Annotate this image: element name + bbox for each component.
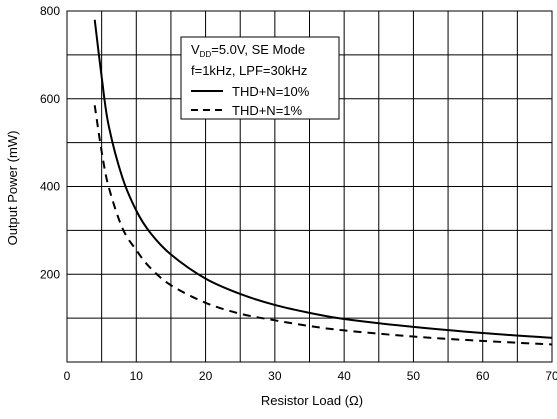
legend-entry-thd10: THD+N=10% xyxy=(232,84,310,99)
legend-condition-2: f=1kHz, LPF=30kHz xyxy=(191,63,307,78)
tick-layer: 0 10 20 30 40 50 60 70 200 400 600 800 xyxy=(40,4,557,383)
legend-condition-1: VDD=5.0V, SE Mode xyxy=(191,42,305,59)
legend-v-subscript: DD xyxy=(200,50,212,59)
x-tick-label: 40 xyxy=(337,369,351,383)
legend: VDD=5.0V, SE Mode f=1kHz, LPF=30kHz THD+… xyxy=(180,36,340,120)
x-tick-label: 10 xyxy=(130,369,144,383)
legend-v-value: =5.0V, SE Mode xyxy=(211,42,305,57)
x-tick-label: 70 xyxy=(545,369,557,383)
legend-entry-thd1: THD+N=1% xyxy=(232,103,303,118)
y-tick-label: 800 xyxy=(40,4,60,18)
y-tick-label: 200 xyxy=(40,267,60,281)
x-tick-label: 20 xyxy=(199,369,213,383)
y-tick-label: 400 xyxy=(40,180,60,194)
series-line-thd10 xyxy=(93,19,553,339)
plot-frame xyxy=(66,10,553,363)
series-layer xyxy=(93,19,553,346)
x-tick-label: 30 xyxy=(268,369,282,383)
x-tick-label: 0 xyxy=(64,369,71,383)
y-axis-label: Output Power (mW) xyxy=(5,131,20,246)
legend-box xyxy=(180,36,340,120)
y-tick-label: 600 xyxy=(40,92,60,106)
x-axis-label: Resistor Load (Ω) xyxy=(261,393,363,408)
x-tick-label: 60 xyxy=(476,369,490,383)
legend-v-symbol: V xyxy=(191,42,200,57)
x-tick-label: 50 xyxy=(407,369,421,383)
series-line-thd1 xyxy=(93,105,553,346)
